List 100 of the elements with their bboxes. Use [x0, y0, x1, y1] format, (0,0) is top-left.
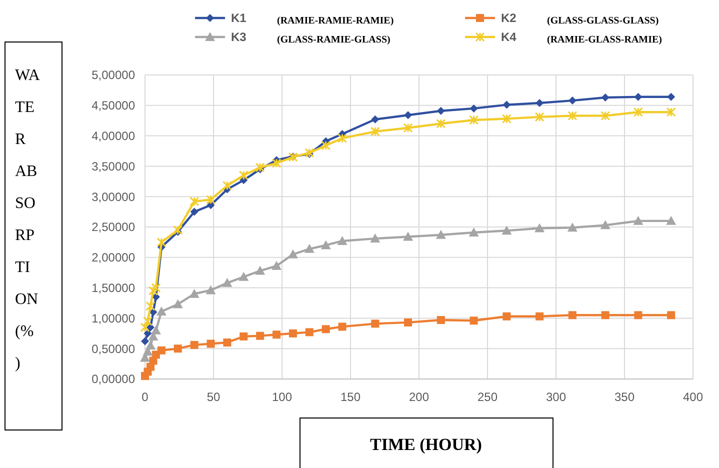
point	[238, 272, 249, 281]
point	[320, 240, 331, 250]
point	[256, 332, 264, 340]
point	[633, 216, 644, 225]
x-tick-label: 100	[272, 390, 292, 404]
x-tick-label: 200	[408, 390, 430, 404]
point	[338, 322, 346, 331]
point	[502, 100, 511, 109]
point	[240, 332, 248, 340]
point	[148, 286, 158, 296]
point	[633, 107, 643, 117]
point	[173, 225, 183, 235]
point	[304, 244, 314, 253]
x-tick-label: 400	[682, 390, 704, 404]
point	[156, 237, 166, 247]
point	[536, 312, 544, 320]
point	[601, 311, 610, 320]
point	[222, 180, 232, 190]
y-tick-label: 3,50000	[92, 159, 136, 174]
point	[436, 118, 446, 128]
point	[338, 133, 348, 143]
point	[141, 337, 149, 346]
point	[502, 226, 512, 235]
point	[146, 301, 156, 311]
point	[436, 106, 445, 115]
point	[172, 299, 183, 308]
x-tick-label: 50	[206, 390, 220, 404]
legend-label: K1	[231, 11, 247, 26]
point	[371, 115, 380, 124]
x-tick-label: 250	[477, 390, 498, 404]
point	[634, 311, 642, 320]
legend-label: K3	[231, 30, 247, 44]
point	[272, 260, 282, 270]
point	[223, 338, 232, 347]
y-tick-label: 3,00000	[92, 190, 136, 204]
text: (RAMIE-RAMIE-RAMIE)	[277, 16, 394, 26]
x-tick-label: 350	[614, 390, 635, 404]
point	[151, 283, 161, 293]
text: (RAMIE-GLASS-RAMIE)	[547, 34, 662, 46]
point	[436, 316, 445, 324]
point	[534, 112, 544, 122]
point	[568, 96, 576, 105]
point	[157, 346, 166, 354]
legend-label: K4	[501, 30, 517, 44]
point	[145, 340, 156, 350]
point	[371, 320, 380, 328]
point	[238, 170, 248, 180]
y-tick-label: 0,50000	[92, 342, 136, 356]
point	[272, 158, 282, 168]
point	[470, 104, 478, 112]
point	[469, 115, 479, 125]
y-tick-label: 1,00000	[92, 311, 136, 326]
point	[403, 232, 414, 241]
point	[206, 285, 216, 294]
point	[206, 340, 215, 348]
point	[502, 114, 512, 124]
point	[601, 93, 610, 102]
point	[666, 216, 676, 225]
point	[337, 236, 348, 245]
point	[174, 344, 182, 353]
y-tick-label: 1,50000	[92, 281, 136, 295]
point	[190, 340, 198, 349]
point	[534, 223, 545, 232]
point	[288, 329, 297, 338]
x-tick-label: 0	[142, 390, 149, 404]
point	[305, 328, 314, 336]
point	[206, 194, 216, 204]
point	[321, 140, 331, 150]
x-axis-title: TIME (HOUR)	[370, 435, 482, 454]
y-tick-label: 2,50000	[92, 220, 136, 234]
point	[436, 230, 446, 239]
point	[470, 316, 478, 325]
point	[600, 110, 610, 120]
point	[568, 110, 578, 120]
point	[190, 196, 200, 206]
point	[190, 208, 198, 216]
point	[666, 107, 676, 117]
y-tick-label: 0,00000	[92, 372, 136, 386]
point	[370, 126, 380, 136]
point	[288, 249, 298, 258]
point	[600, 220, 610, 230]
point	[568, 311, 576, 320]
point	[189, 288, 200, 298]
point	[404, 318, 412, 326]
point	[370, 234, 380, 243]
y-tick-label: 4,00000	[92, 129, 136, 143]
x-tick-label: 300	[546, 390, 566, 404]
y-tick-label: 2,00000	[92, 250, 136, 265]
x-tick-label: 150	[340, 390, 361, 404]
point	[150, 325, 161, 334]
y-tick-label: 4,50000	[92, 98, 136, 113]
point	[140, 322, 150, 332]
text: (GLASS-RAMIE-GLASS)	[277, 34, 390, 46]
point	[322, 325, 330, 334]
point	[404, 111, 412, 120]
point	[156, 306, 166, 316]
point	[255, 266, 266, 275]
y-tick-label: 5,00000	[92, 68, 136, 82]
point	[146, 323, 154, 332]
point	[536, 98, 544, 107]
